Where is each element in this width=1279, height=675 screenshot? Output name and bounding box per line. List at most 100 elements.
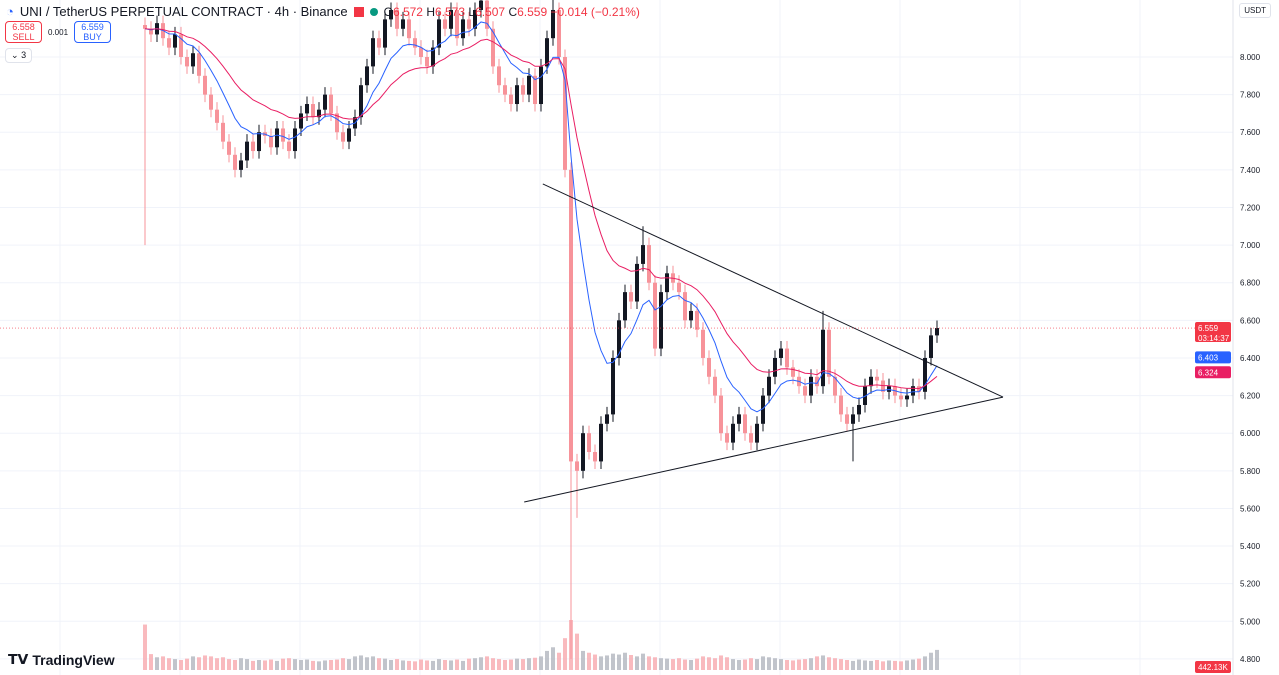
- y-tick-label: 7.800: [1240, 91, 1261, 100]
- volume-bar: [713, 658, 717, 670]
- y-tick-label: 7.000: [1240, 241, 1261, 250]
- candle-body: [467, 19, 471, 29]
- candle-body: [713, 376, 717, 396]
- volume-bar: [719, 655, 723, 670]
- candle-body: [203, 75, 207, 95]
- candle-body: [881, 380, 885, 392]
- volume-bar: [839, 659, 843, 670]
- volume-bar: [251, 660, 255, 670]
- volume-last-label: 442.13K: [1198, 663, 1228, 672]
- candle-body: [455, 9, 459, 39]
- volume-bar: [749, 658, 753, 670]
- volume-bar: [857, 659, 861, 670]
- ohlc-values: O6.572 H6.573 L6.507 C6.559 −0.014 (−0.2…: [383, 4, 640, 19]
- candle-body: [311, 104, 315, 118]
- candle-body: [473, 9, 477, 29]
- volume-bar: [209, 656, 213, 670]
- volume-bar: [707, 657, 711, 670]
- candle-body: [923, 357, 927, 392]
- candle-body: [395, 9, 399, 29]
- candle-body: [731, 423, 735, 443]
- volume-bar: [443, 660, 447, 670]
- volume-bar: [635, 656, 639, 670]
- volume-bar: [923, 656, 927, 670]
- candle-body: [425, 57, 429, 67]
- volume-bar: [773, 658, 777, 670]
- volume-bar: [395, 659, 399, 670]
- tradingview-logo[interactable]: 𝗧𝗩 TradingView: [8, 651, 115, 668]
- candle-body: [173, 34, 177, 48]
- volume-bar: [425, 660, 429, 670]
- volume-bar: [821, 655, 825, 670]
- volume-bar: [647, 656, 651, 670]
- candle-body: [167, 38, 171, 48]
- buy-button[interactable]: 6.559 BUY: [74, 21, 112, 43]
- y-tick-label: 6.000: [1240, 429, 1261, 438]
- volume-bar: [413, 661, 417, 670]
- currency-selector[interactable]: USDT: [1239, 3, 1271, 18]
- volume-bar: [767, 657, 771, 670]
- volume-bar: [317, 661, 321, 670]
- candle-body: [605, 414, 609, 424]
- candle-body: [329, 94, 333, 114]
- volume-bar: [815, 656, 819, 670]
- indicators-toggle[interactable]: ⌄ 3: [5, 48, 33, 63]
- volume-bar: [329, 660, 333, 670]
- symbol-title[interactable]: UNI / TetherUS PERPETUAL CONTRACT · 4h ·…: [19, 4, 348, 19]
- sell-button[interactable]: 6.558 SELL: [5, 21, 42, 43]
- volume-bar: [143, 624, 147, 670]
- volume-bar: [323, 660, 327, 670]
- volume-bar: [233, 660, 237, 670]
- y-tick-label: 5.400: [1240, 542, 1261, 551]
- volume-bar: [683, 659, 687, 670]
- volume-bar: [617, 654, 621, 670]
- candle-body: [299, 113, 303, 129]
- volume-bar: [905, 660, 909, 670]
- last-price-label: 6.559: [1198, 324, 1219, 333]
- candle-body: [617, 320, 621, 358]
- volume-bar: [185, 658, 189, 670]
- volume-bar: [449, 660, 453, 670]
- candle-body: [809, 376, 813, 396]
- candle-body: [233, 154, 237, 170]
- volume-bar: [287, 658, 291, 670]
- candle-body: [509, 94, 513, 105]
- volume-bar: [797, 659, 801, 670]
- candle-body: [653, 282, 657, 349]
- candle-body: [863, 386, 867, 405]
- candle-body: [275, 128, 279, 148]
- y-tick-label: 6.800: [1240, 279, 1261, 288]
- ema-slow-label: 6.324: [1198, 368, 1219, 377]
- volume-bar: [881, 661, 885, 670]
- candle-body: [545, 38, 549, 67]
- volume-bar: [677, 658, 681, 670]
- volume-bar: [557, 652, 561, 670]
- volume-bar: [173, 659, 177, 670]
- volume-bar: [179, 660, 183, 670]
- volume-bar: [641, 653, 645, 670]
- volume-bar: [239, 658, 243, 670]
- candle-body: [911, 386, 915, 396]
- flag-icon[interactable]: [353, 6, 364, 17]
- volume-bar: [545, 650, 549, 670]
- volume-bar: [587, 652, 591, 670]
- volume-bar: [875, 660, 879, 670]
- volume-bar: [653, 657, 657, 670]
- volume-bar: [593, 654, 597, 670]
- volume-bar: [401, 660, 405, 670]
- trendline: [542, 183, 1004, 398]
- candle-body: [551, 9, 555, 39]
- candle-body: [935, 328, 939, 336]
- volume-bar: [485, 656, 489, 670]
- y-tick-label: 7.400: [1240, 166, 1261, 175]
- volume-bar: [623, 652, 627, 670]
- volume-bar: [833, 658, 837, 670]
- volume-bar: [611, 653, 615, 670]
- volume-bar: [305, 659, 309, 670]
- volume-bar: [515, 658, 519, 670]
- candle-body: [725, 433, 729, 443]
- volume-bar: [851, 660, 855, 670]
- volume-bar: [689, 660, 693, 670]
- volume-bar: [527, 658, 531, 670]
